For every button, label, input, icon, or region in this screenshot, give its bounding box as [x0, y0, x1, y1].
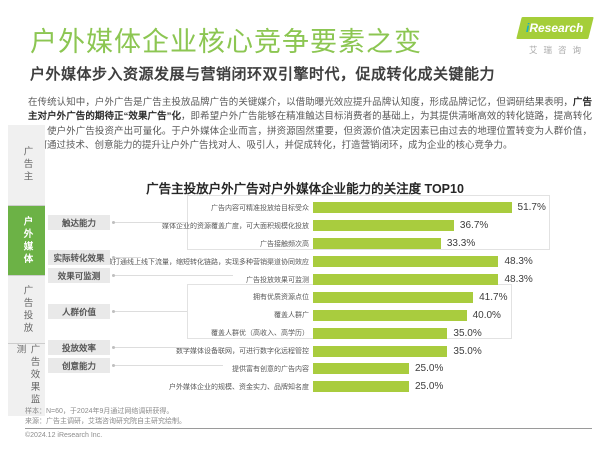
sidebar-item-advertiser[interactable]: 广告主	[8, 125, 45, 205]
bar-value: 25.0%	[415, 381, 444, 393]
bar	[313, 291, 474, 303]
bar-label: 广告内容可精准投放给目标受众	[211, 204, 309, 212]
group-frame-reach	[187, 195, 550, 250]
logo-brand-text: Research	[529, 21, 584, 35]
bar	[313, 327, 448, 339]
bar-value: 35.0%	[453, 327, 482, 339]
sidebar-item-effect-monitoring[interactable]: 广告效果监测	[8, 343, 45, 416]
bar	[313, 202, 512, 214]
bar-label: 覆盖人群广	[274, 312, 309, 320]
bar-label: 广告投放效果可监测	[246, 276, 309, 284]
bar	[313, 238, 441, 250]
bar	[313, 256, 499, 268]
category-callout: 效果可监测	[48, 268, 233, 283]
bar-label: 户外媒体企业的规模、资金实力、品牌知名度	[169, 383, 309, 391]
footer-divider	[25, 428, 592, 429]
chart-row: 拥有优质资源点位 41.7%	[0, 288, 600, 306]
sidebar-item-ad-placement[interactable]: 广告投放	[8, 275, 45, 343]
sidebar-item-outdoor-media[interactable]: 户外媒体	[8, 205, 45, 275]
bar	[313, 274, 499, 285]
connector-line	[115, 275, 233, 276]
bar-value: 51.7%	[517, 202, 546, 214]
footer-sample-note: 样本：N=60，于2024年9月通过网络调研获得。	[25, 408, 174, 415]
chart-row: 广告投放效果可监测 48.3%	[0, 271, 600, 289]
category-label: 效果可监测	[48, 268, 110, 283]
category-callout: 触达能力	[48, 215, 187, 230]
chart-row: 户外媒体企业的规模、资金实力、品牌知名度 25.0%	[0, 378, 600, 396]
iresearch-logo: iResearch 艾瑞咨询	[516, 17, 594, 56]
logo-chinese-name: 艾瑞咨询	[528, 45, 587, 55]
connector-line	[115, 222, 187, 223]
chart-row: 广告接触频次高 33.3%	[0, 235, 600, 253]
connector-dot-icon	[112, 256, 115, 259]
bar-label: 拥有优质资源点位	[253, 294, 309, 302]
footer-copyright: ©2024.12 iResearch Inc.	[25, 432, 103, 439]
bar-value: 48.3%	[504, 274, 533, 285]
chart-title: 广告主投放户外广告对户外媒体企业能力的关注度 TOP10	[146, 182, 464, 196]
bar-label: 广告接触频次高	[260, 240, 309, 248]
intro-paragraph: 在传统认知中，户外广告是广告主投放品牌广告的关键媒介，以借助曝光效应提升品牌认知…	[28, 96, 592, 154]
bar-value: 36.7%	[459, 220, 489, 232]
category-callout: 投放效率	[48, 340, 189, 355]
intro-text-post: ，即希望户外广告能够在精准触达目标消费者的基础上，为其提供清晰高效的转化链路，提…	[28, 111, 592, 152]
chart-row: 覆盖人群广 40.0%	[0, 306, 600, 324]
bar-label: 高效打通线上线下流量，缩短转化链路，实现多种营销渠道协同效应	[99, 258, 309, 266]
chart-row: 数字媒体设备联网，可进行数字化远程管控 35.0%	[0, 342, 600, 360]
section-sidebar: 广告主 户外媒体 广告投放 广告效果监测	[8, 125, 45, 416]
bar-label: 数字媒体设备联网，可进行数字化远程管控	[176, 348, 309, 356]
connector-line	[115, 311, 187, 312]
footer: 样本：N=60，于2024年9月通过网络调研获得。 来源：广告主调研，艾瑞咨询研…	[25, 407, 592, 441]
category-label: 实际转化效果	[48, 250, 110, 265]
connector-dot-icon	[112, 274, 115, 277]
bar-value: 33.3%	[446, 238, 476, 250]
iresearch-logo-icon: iResearch	[516, 17, 594, 39]
bar	[313, 220, 454, 232]
bar-label: 覆盖人群优（高收入、高学历）	[211, 330, 309, 338]
chart-row: 提供富有创意的广告内容 25.0%	[0, 360, 600, 378]
page-subtitle: 户外媒体步入资源发展与营销闭环双引擎时代，促成转化成关键能力	[30, 66, 496, 83]
page-title: 户外媒体企业核心竞争要素之变	[30, 27, 422, 57]
bar-value: 40.0%	[472, 309, 501, 321]
chart-row: 高效打通线上线下流量，缩短转化链路，实现多种营销渠道协同效应 48.3%	[0, 253, 600, 271]
connector-dot-icon	[112, 221, 115, 224]
bar-value: 41.7%	[479, 291, 508, 303]
connector-line	[115, 365, 223, 366]
bar-value: 48.3%	[504, 256, 533, 268]
connector-line	[115, 257, 141, 258]
category-label: 触达能力	[48, 215, 110, 230]
connector-dot-icon	[112, 346, 115, 349]
bar-value: 25.0%	[415, 363, 444, 375]
connector-dot-icon	[112, 364, 115, 367]
category-label: 创意能力	[48, 358, 110, 373]
chart-row: 广告内容可精准投放给目标受众 51.7%	[0, 199, 600, 217]
chart-row: 媒体企业的资源覆盖广度，可大面积规模化投放 36.7%	[0, 217, 600, 235]
intro-text-bold: 广告主对户外广告的期待正“效果广告”化	[28, 97, 592, 123]
bar-chart: 广告内容可精准投放给目标受众 51.7% 媒体企业的资源覆盖广度，可大面积规模化…	[0, 199, 600, 396]
category-callout: 人群价值	[48, 304, 187, 319]
category-callout: 创意能力	[48, 358, 223, 373]
category-label: 投放效率	[48, 340, 110, 355]
chart-row: 覆盖人群优（高收入、高学历） 35.0%	[0, 324, 600, 342]
bar	[313, 381, 409, 393]
bar	[313, 363, 409, 375]
intro-text-pre: 在传统认知中，户外广告是广告主投放品牌广告的关键媒介，以借助曝光效应提升品牌认知…	[28, 97, 573, 108]
bar-label: 提供富有创意的广告内容	[232, 365, 309, 373]
bar-value: 35.0%	[453, 345, 482, 357]
bar	[313, 345, 448, 357]
category-callout: 实际转化效果	[48, 250, 141, 265]
bar	[313, 309, 467, 321]
category-label: 人群价值	[48, 304, 110, 319]
connector-dot-icon	[112, 310, 115, 313]
footer-source-note: 来源：广告主调研，艾瑞咨询研究院自主研究绘制。	[25, 417, 186, 425]
connector-line	[115, 347, 189, 348]
bar-label: 媒体企业的资源覆盖广度，可大面积规模化投放	[162, 222, 309, 230]
